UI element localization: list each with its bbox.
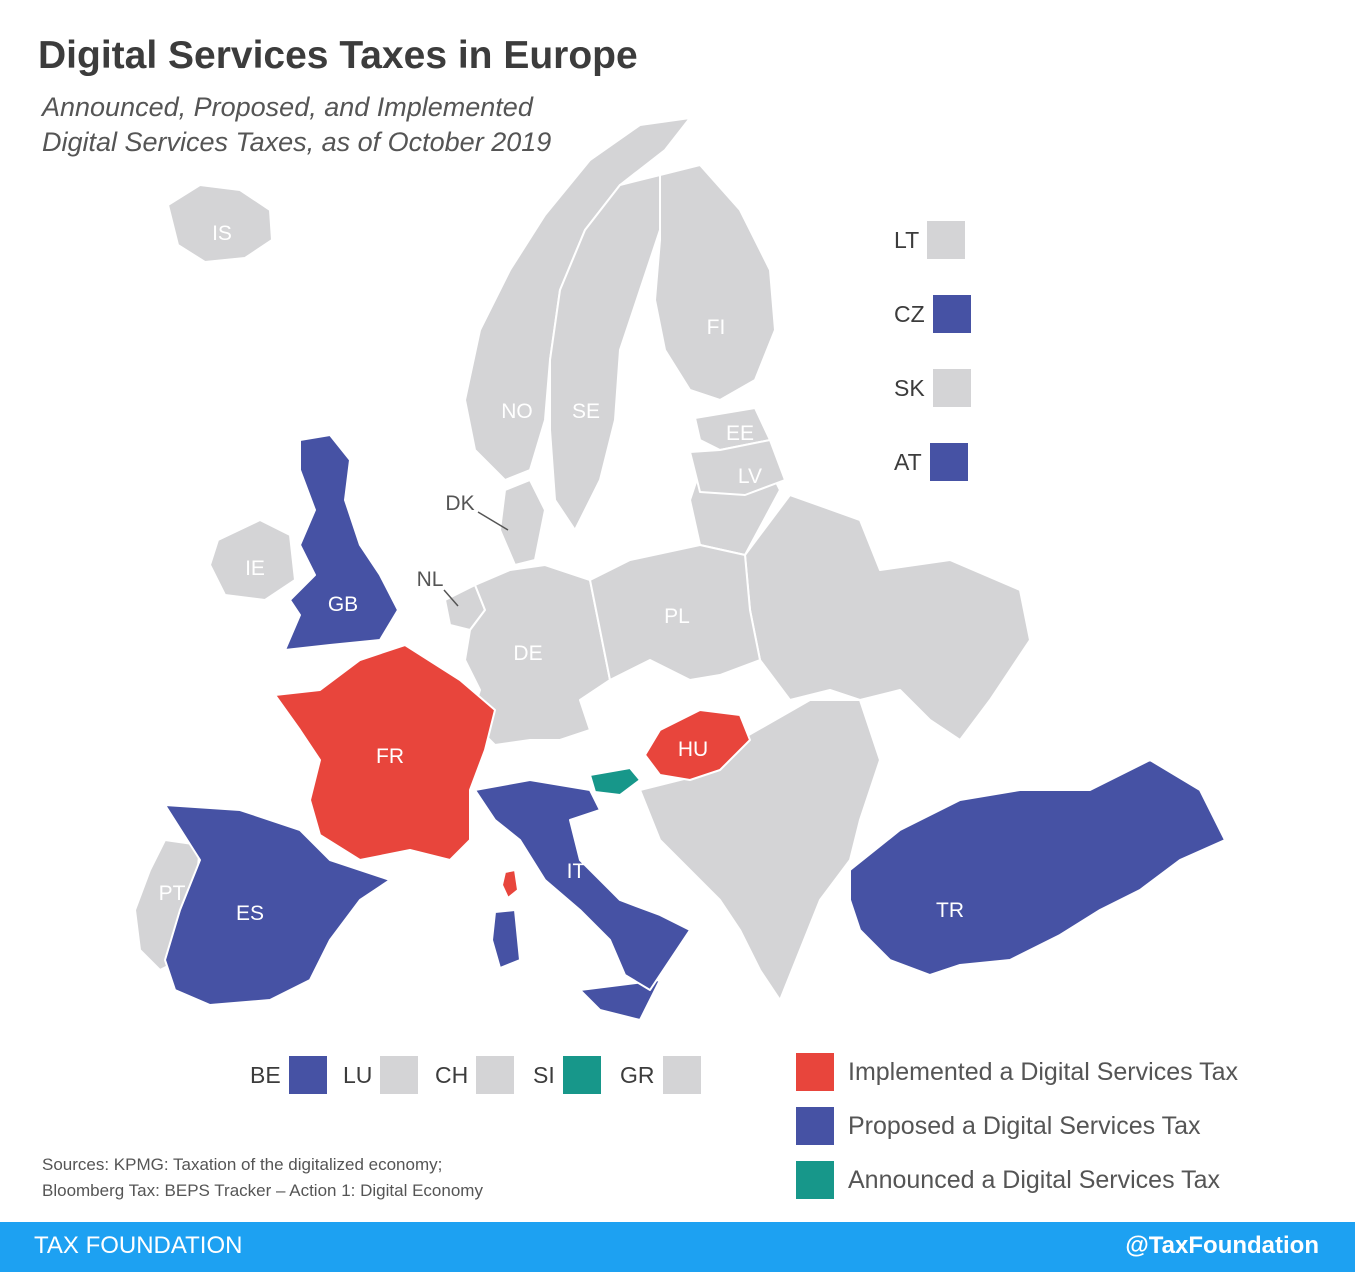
inset-item-sk: SK: [894, 369, 971, 407]
inset-swatch-at: [929, 443, 968, 481]
country-se: [549, 174, 661, 531]
country-es: [164, 804, 391, 1006]
inset-label-lu: LU: [343, 1061, 373, 1088]
chart-title: Digital Services Taxes in Europe: [38, 34, 638, 77]
country-label-es: ES: [236, 902, 264, 925]
dk-leader-line: [477, 511, 509, 531]
legend: Implemented a Digital Services Tax Propo…: [796, 1053, 1316, 1215]
country-label-fi: FI: [707, 316, 726, 339]
country-label-dk: DK: [445, 492, 474, 515]
subtitle-line-1: Announced, Proposed, and Implemented: [42, 92, 533, 122]
country-label-de: DE: [513, 642, 542, 665]
country-label-fr: FR: [376, 745, 404, 768]
country-label-se: SE: [572, 400, 600, 423]
country-label-lv: LV: [738, 465, 762, 488]
inset-swatch-lt: [927, 221, 966, 259]
subtitle-line-2: Digital Services Taxes, as of October 20…: [42, 127, 552, 157]
country-label-pt: PT: [159, 882, 186, 905]
country-label-ee: EE: [726, 422, 754, 445]
country-is: [167, 184, 273, 263]
region-eastern-europe: [744, 494, 1031, 741]
sources-line-2: Bloomberg Tax: BEPS Tracker – Action 1: …: [42, 1181, 483, 1200]
inset-swatch-ch: [476, 1056, 515, 1094]
country-label-hu: HU: [678, 738, 708, 761]
sources-note: Sources: KPMG: Taxation of the digitaliz…: [42, 1152, 483, 1204]
legend-swatch-proposed: [796, 1107, 834, 1145]
legend-item-implemented: Implemented a Digital Services Tax: [796, 1053, 1316, 1091]
legend-swatch-implemented: [796, 1053, 834, 1091]
country-gb: [284, 434, 399, 651]
inset-item-be: BE: [250, 1056, 327, 1094]
region-corsica: [501, 869, 519, 899]
inset-swatch-sk: [932, 369, 971, 407]
inset-item-lt: LT: [894, 221, 966, 259]
country-label-is: IS: [212, 222, 232, 245]
legend-item-proposed: Proposed a Digital Services Tax: [796, 1107, 1316, 1145]
inset-label-lt: LT: [894, 226, 920, 253]
legend-item-announced: Announced a Digital Services Tax: [796, 1161, 1316, 1199]
inset-item-at: AT: [894, 443, 968, 481]
country-si: [589, 767, 641, 796]
inset-item-ch: CH: [435, 1056, 515, 1094]
inset-item-lu: LU: [343, 1056, 419, 1094]
region-sardinia: [491, 909, 521, 969]
nl-leader-line: [443, 589, 459, 607]
footer-handle-link[interactable]: @TaxFoundation: [1125, 1232, 1319, 1259]
inset-label-cz: CZ: [894, 300, 925, 327]
inset-item-gr: GR: [620, 1056, 701, 1094]
country-dk: [499, 479, 546, 566]
inset-swatch-gr: [662, 1056, 701, 1094]
inset-label-sk: SK: [894, 374, 925, 401]
country-lv: [689, 439, 786, 496]
legend-label-implemented: Implemented a Digital Services Tax: [848, 1057, 1238, 1086]
inset-item-si: SI: [533, 1056, 601, 1094]
country-label-gb: GB: [328, 593, 358, 616]
inset-swatch-cz: [932, 295, 971, 333]
inset-label-gr: GR: [620, 1061, 655, 1088]
legend-label-proposed: Proposed a Digital Services Tax: [848, 1111, 1201, 1140]
legend-swatch-announced: [796, 1161, 834, 1199]
country-tr: [849, 759, 1226, 976]
chart-subtitle: Announced, Proposed, and Implemented Dig…: [42, 90, 602, 160]
sources-line-1: Sources: KPMG: Taxation of the digitaliz…: [42, 1155, 443, 1174]
inset-item-cz: CZ: [894, 295, 971, 333]
europe-map: IS NO SE FI EE LV IE GB DE PL FR HU PT ES IT TR DK NL: [134, 117, 1226, 1021]
country-ie: [209, 519, 296, 601]
legend-label-announced: Announced a Digital Services Tax: [848, 1165, 1220, 1194]
country-label-ie: IE: [245, 557, 265, 580]
country-pl: [589, 544, 761, 681]
inset-swatch-lu: [380, 1056, 419, 1094]
footer-brand: TAX FOUNDATION: [34, 1232, 243, 1259]
country-label-it: IT: [567, 860, 586, 883]
footer-bar: TAX FOUNDATION @TaxFoundation: [0, 1222, 1355, 1272]
country-label-nl: NL: [417, 568, 444, 591]
inset-swatch-be: [288, 1056, 327, 1094]
inset-label-si: SI: [533, 1061, 555, 1088]
country-hu: [644, 709, 751, 781]
country-label-tr: TR: [936, 899, 964, 922]
inset-label-ch: CH: [435, 1061, 469, 1088]
inset-label-at: AT: [894, 448, 922, 475]
inset-label-be: BE: [250, 1061, 281, 1088]
region-sicily: [579, 979, 661, 1021]
country-fr: [274, 644, 496, 861]
country-fi: [654, 164, 776, 401]
country-it: [474, 779, 691, 991]
country-label-pl: PL: [664, 605, 690, 628]
country-label-no: NO: [501, 400, 533, 423]
inset-swatch-si: [562, 1056, 601, 1094]
